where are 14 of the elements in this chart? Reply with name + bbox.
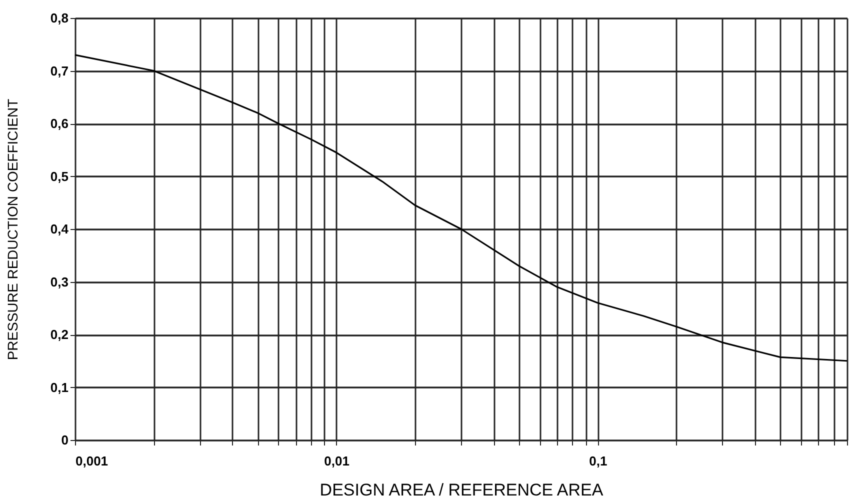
y-tick-label: 0 <box>61 432 68 448</box>
x-tick-label: 0,1 <box>589 454 608 468</box>
y-axis-title: PRESSURE REDUCTION COEFFICIENT <box>4 98 20 360</box>
y-tick-label: 0,8 <box>50 10 68 26</box>
y-tick-label: 0,4 <box>50 222 70 236</box>
y-tick-label: 0,1 <box>50 380 68 395</box>
x-tick-label: 0,01 <box>324 454 350 468</box>
y-tick-label: 0,6 <box>50 116 68 131</box>
y-tick-label: 0,3 <box>50 274 68 290</box>
y-tick-label: 0,5 <box>50 168 68 184</box>
x-axis-title: DESIGN AREA / REFERENCE AREA <box>320 480 604 500</box>
y-tick-label: 0,2 <box>50 327 68 342</box>
x-tick-label: 0,001 <box>76 454 108 468</box>
y-tick-label: 0,7 <box>50 63 68 78</box>
